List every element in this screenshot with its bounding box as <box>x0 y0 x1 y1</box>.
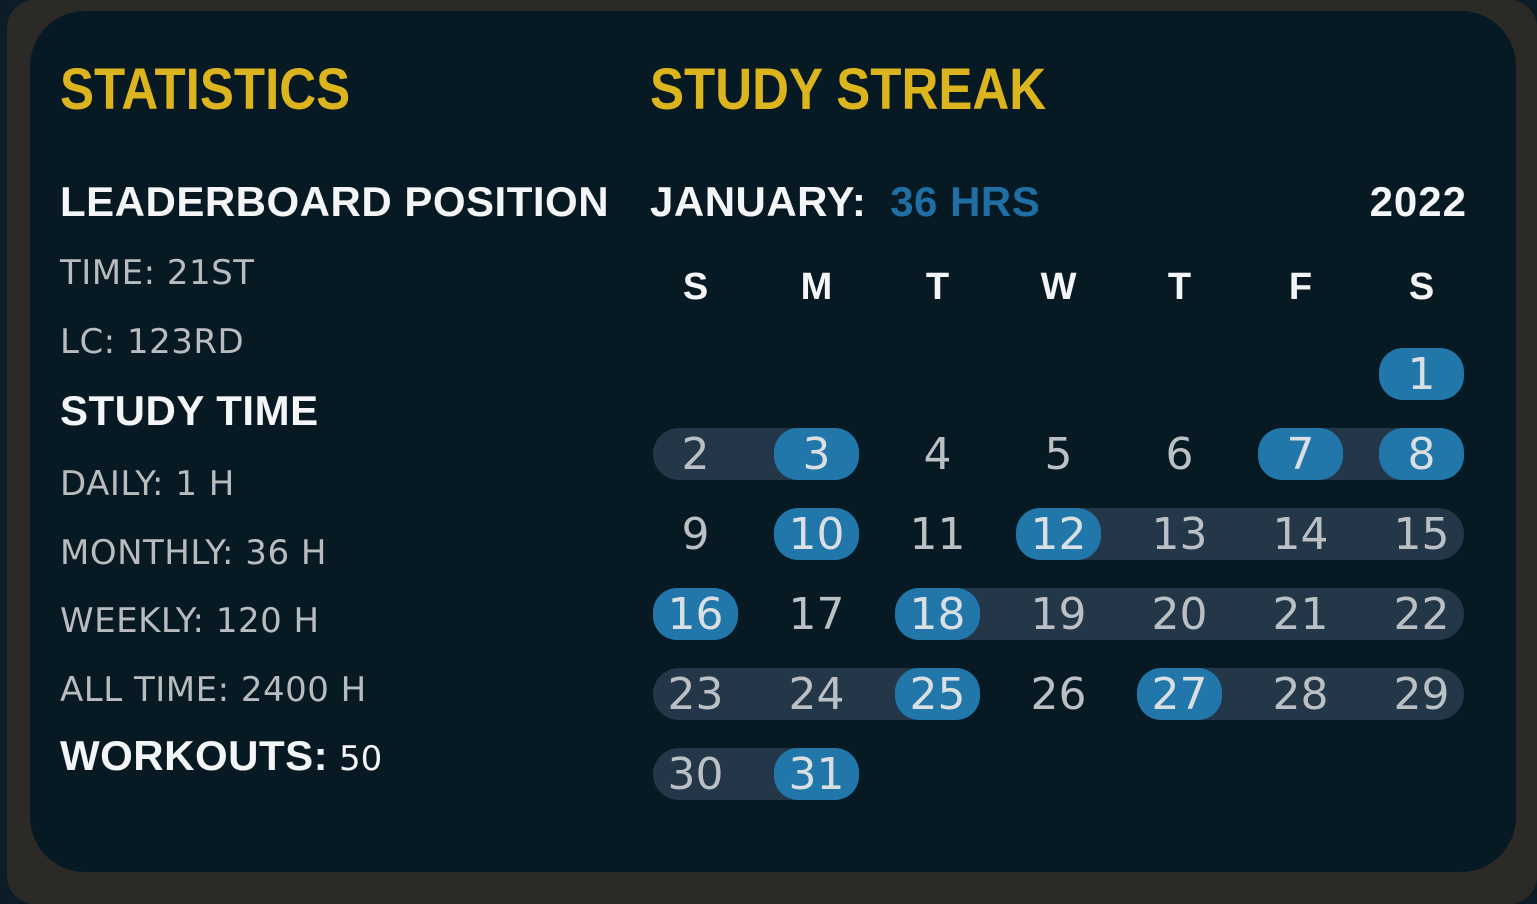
stat-workouts: WORKOUTS: 50 <box>60 732 383 780</box>
calendar-day: 21 <box>1272 589 1329 640</box>
calendar-day-studied: 27 <box>1137 668 1222 720</box>
calendar-week-row: 16 17 18 19 20 21 22 <box>653 588 1464 640</box>
stat-daily: DAILY: 1 H <box>60 464 235 504</box>
calendar-day: 29 <box>1393 669 1450 720</box>
month-hours-line: JANUARY: 36 HRS <box>650 180 1040 224</box>
calendar-week-row: 30 31 <box>653 748 1464 800</box>
calendar-day: 22 <box>1393 589 1450 640</box>
calendar-day: 5 <box>1044 429 1073 480</box>
calendar-day-studied: 1 <box>1379 348 1464 400</box>
calendar-day: 28 <box>1272 669 1329 720</box>
calendar-day: 2 <box>681 429 710 480</box>
weekday-header: S <box>682 266 709 308</box>
weekday-header: S <box>1408 266 1435 308</box>
statistics-title: STATISTICS <box>60 57 351 122</box>
calendar-week-row: 23 24 25 26 27 28 29 <box>653 668 1464 720</box>
calendar-day: 17 <box>788 589 845 640</box>
weekday-header: M <box>800 266 833 308</box>
month-hours-value: 36 HRS <box>890 178 1041 225</box>
calendar-day-studied: 12 <box>1016 508 1101 560</box>
calendar-day-studied: 3 <box>774 428 859 480</box>
calendar-day: 11 <box>909 509 966 560</box>
month-label: JANUARY: <box>650 178 867 225</box>
calendar-day-studied: 25 <box>895 668 980 720</box>
stat-study-time: STUDY TIME <box>60 387 319 434</box>
calendar-day: 30 <box>667 749 724 800</box>
calendar-day: 24 <box>788 669 845 720</box>
calendar-day: 4 <box>923 429 952 480</box>
calendar-day: 26 <box>1030 669 1087 720</box>
stat-monthly: MONTHLY: 36 H <box>60 533 327 573</box>
stat-leaderboard-position: LEADERBOARD POSITION <box>60 178 610 225</box>
stat-weekly: WEEKLY: 120 H <box>60 601 320 641</box>
weekday-header: F <box>1288 266 1313 308</box>
calendar-day-studied: 16 <box>653 588 738 640</box>
calendar-day-studied: 10 <box>774 508 859 560</box>
calendar-day: 14 <box>1272 509 1329 560</box>
calendar-day: 15 <box>1393 509 1450 560</box>
stat-time-rank: TIME: 21ST <box>60 253 255 293</box>
calendar-day-studied: 7 <box>1258 428 1343 480</box>
calendar-day: 9 <box>681 509 710 560</box>
calendar-day: 20 <box>1151 589 1208 640</box>
study-streak-title: STUDY STREAK <box>650 57 1047 122</box>
weekday-header: T <box>925 266 950 308</box>
stat-all-time: ALL TIME: 2400 H <box>60 670 367 710</box>
calendar-week-row: 9 10 11 12 13 14 15 <box>653 508 1464 560</box>
calendar-week-row: 1 <box>653 348 1464 400</box>
calendar-day: 19 <box>1030 589 1087 640</box>
calendar-day-studied: 18 <box>895 588 980 640</box>
stat-lc-rank: LC: 123RD <box>60 322 245 362</box>
calendar-day-studied: 31 <box>774 748 859 800</box>
year-label: 2022 <box>1369 178 1467 225</box>
calendar-day: 6 <box>1165 429 1194 480</box>
weekday-header: T <box>1167 266 1192 308</box>
weekday-header: W <box>1040 266 1077 308</box>
streak-band <box>895 588 1464 640</box>
calendar-day: 23 <box>667 669 724 720</box>
calendar-day: 13 <box>1151 509 1208 560</box>
calendar-day-studied: 8 <box>1379 428 1464 480</box>
